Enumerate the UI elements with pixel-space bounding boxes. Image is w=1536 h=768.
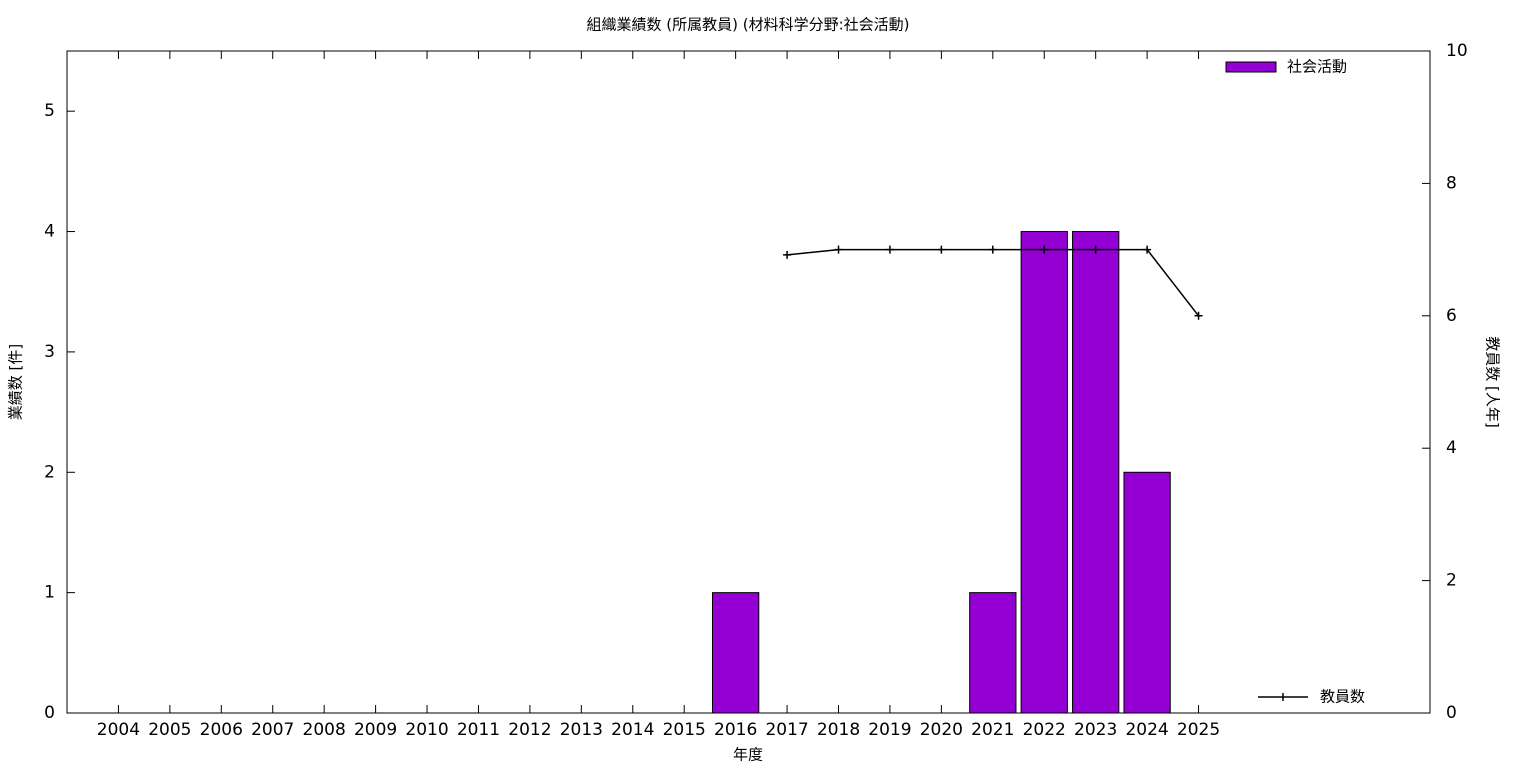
line (786, 248, 1200, 317)
point-marker (1194, 311, 1203, 320)
x-tick-label: 2004 (97, 720, 140, 740)
bar (969, 592, 1017, 714)
point-marker (937, 245, 946, 254)
y2-tick-label: 2 (1446, 571, 1457, 591)
y2-axis-label: 教員数 [人年] (1484, 336, 1502, 427)
x-tick-label: 2008 (303, 720, 346, 740)
y-tick-label: 3 (44, 342, 55, 362)
point-marker (885, 245, 894, 254)
x-axis-label: 年度 (733, 746, 763, 764)
x-tick-label: 2023 (1074, 720, 1117, 740)
x-tick-label: 2014 (611, 720, 654, 740)
y2-tick-label: 4 (1446, 438, 1457, 458)
x-tick-label: 2007 (251, 720, 294, 740)
x-tick-label: 2006 (200, 720, 243, 740)
x-tick-label: 2022 (1023, 720, 1066, 740)
x-tick-label: 2005 (148, 720, 191, 740)
x-tick-label: 2015 (663, 720, 706, 740)
point-marker (834, 245, 843, 254)
point-marker (1091, 245, 1100, 254)
y-tick-label: 2 (44, 462, 55, 482)
point-marker (1143, 245, 1152, 254)
bar (1020, 231, 1068, 714)
x-tick-label: 2013 (560, 720, 603, 740)
x-tick-label: 2010 (405, 720, 448, 740)
x-tick-label: 2019 (868, 720, 911, 740)
x-tick-label: 2011 (457, 720, 500, 740)
y2-tick-label: 8 (1446, 173, 1457, 193)
y-tick-label: 5 (44, 101, 55, 121)
y2-tick-label: 6 (1446, 306, 1457, 326)
y2-tick-label: 0 (1446, 703, 1457, 723)
y-axis-label: 業績数 [件] (7, 344, 25, 420)
x-tick-label: 2016 (714, 720, 757, 740)
x-tick-label: 2025 (1177, 720, 1220, 740)
x-tick-label: 2021 (971, 720, 1014, 740)
bar (711, 592, 760, 714)
point-marker (988, 245, 997, 254)
x-tick-label: 2017 (765, 720, 808, 740)
bar (1072, 231, 1120, 714)
x-tick-label: 2018 (817, 720, 860, 740)
x-tick-label: 2020 (920, 720, 963, 740)
y-tick-label: 1 (44, 583, 55, 603)
y-tick-label: 4 (44, 222, 55, 242)
y-tick-label: 0 (44, 703, 55, 723)
x-tick-label: 2012 (508, 720, 551, 740)
x-tick-label: 2024 (1125, 720, 1168, 740)
bar (1123, 471, 1171, 714)
legend-swatch (1225, 61, 1277, 73)
point-marker (783, 250, 792, 259)
legend-label: 教員数 (1320, 688, 1365, 706)
point-marker (1040, 245, 1049, 254)
y2-tick-label: 10 (1446, 41, 1468, 61)
x-tick-label: 2009 (354, 720, 397, 740)
legend-label: 社会活動 (1287, 58, 1347, 76)
chart-title: 組織業績数 (所属教員) (材料科学分野:社会活動) (586, 16, 909, 34)
